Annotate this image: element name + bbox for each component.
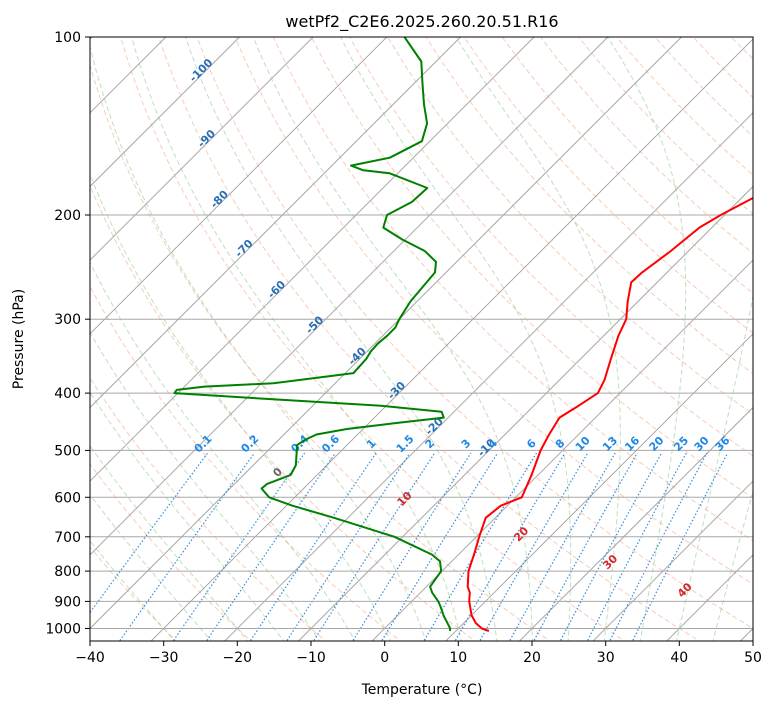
y-tick-label: 500 (54, 443, 81, 459)
isotherm (224, 112, 753, 641)
dry-adiabat (90, 184, 476, 641)
x-axis-ticks: −40 −30 −20 −10 0 10 20 30 40 50 (75, 641, 762, 666)
isotherm (519, 406, 753, 641)
chart-title: wetPf2_C2E6.2025.260.20.51.R16 (285, 12, 558, 32)
temperature-profile (466, 196, 753, 632)
y-axis-label: Pressure (hPa) (11, 289, 27, 389)
x-tick-label: 30 (597, 650, 615, 666)
isotherm (90, 37, 461, 409)
isotherm (592, 480, 753, 641)
mixing-ratio-line (118, 452, 256, 641)
dry-adiabat (310, 37, 753, 499)
isotherm (298, 185, 753, 641)
x-tick-label: −30 (149, 650, 179, 666)
isotherm (371, 259, 753, 641)
y-tick-label: 100 (54, 30, 81, 46)
mixing-ratio-line (205, 452, 336, 641)
dry-adiabat (463, 37, 753, 334)
y-tick-label: 800 (54, 564, 81, 580)
mixing-ratio-line (285, 452, 411, 641)
dry-adiabat (349, 37, 753, 457)
mixing-ratio-line (352, 452, 472, 641)
mixing-ratio-line (631, 452, 729, 641)
dry-adiabat (90, 376, 327, 641)
y-tick-label: 300 (54, 312, 81, 328)
mixing-ratio-line (609, 452, 708, 641)
isotherm (445, 333, 753, 641)
isotherms (90, 37, 753, 641)
moist-adiabat (90, 444, 249, 641)
mixing-ratio-line (172, 452, 306, 641)
y-tick-label: 600 (54, 490, 81, 506)
x-tick-label: 10 (449, 650, 467, 666)
mixing-ratio-line (312, 452, 436, 641)
dry-adiabat (90, 463, 252, 641)
x-tick-label: −20 (223, 650, 253, 666)
x-tick-label: 40 (670, 650, 688, 666)
mixing-ratio-line (586, 452, 687, 641)
y-tick-label: 900 (54, 594, 81, 610)
y-tick-label: 400 (54, 386, 81, 402)
isotherm (90, 37, 240, 188)
dry-adiabat (425, 37, 753, 375)
mixing-ratio-lines (90, 452, 729, 641)
plot-frame (89, 36, 754, 642)
mixing-ratio-line (90, 452, 209, 614)
isotherm (90, 37, 682, 630)
plot-area: -100-90-80-70-60-50-40-30-20-100.1 0.2 0.4… (90, 37, 753, 641)
mixing-ratio-line (508, 452, 616, 641)
x-tick-label: −10 (296, 650, 326, 666)
isotherm (90, 37, 535, 482)
x-axis-label: Temperature (°C) (361, 682, 483, 698)
x-tick-label: 0 (380, 650, 389, 666)
mixing-ratio-line (249, 452, 377, 641)
x-tick-label: 50 (744, 650, 762, 666)
x-tick-label: 20 (523, 650, 541, 666)
y-axis-ticks: 1000 900 800 700 600 500 400 300 200 100 (45, 30, 90, 638)
mixing-ratio-line (380, 452, 499, 641)
isotherm (150, 38, 753, 641)
mixing-ratio-line (533, 452, 638, 641)
y-tick-label: 1000 (45, 622, 81, 638)
isotherm (90, 37, 314, 261)
dry-adiabat (90, 63, 551, 641)
x-tick-label: −40 (75, 650, 105, 666)
dewpoint-profile (173, 37, 452, 632)
isotherm (90, 37, 388, 335)
dry-adiabat (272, 37, 753, 542)
isotherm (90, 37, 609, 556)
isobars (90, 37, 753, 629)
mixing-ratio-line (559, 452, 663, 641)
sounding-series (173, 37, 753, 632)
y-tick-label: 200 (54, 208, 81, 224)
y-tick-label: 700 (54, 530, 81, 546)
